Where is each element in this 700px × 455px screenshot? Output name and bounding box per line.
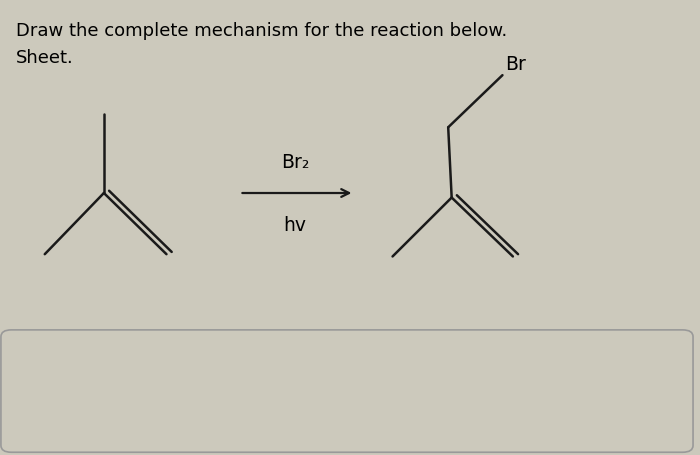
Text: Br: Br	[505, 55, 526, 74]
Text: Br₂: Br₂	[281, 152, 309, 172]
Text: hv: hv	[284, 216, 307, 235]
FancyBboxPatch shape	[1, 330, 693, 452]
Text: Sheet.: Sheet.	[15, 49, 74, 67]
Text: Draw the complete mechanism for the reaction below.: Draw the complete mechanism for the reac…	[15, 22, 507, 40]
